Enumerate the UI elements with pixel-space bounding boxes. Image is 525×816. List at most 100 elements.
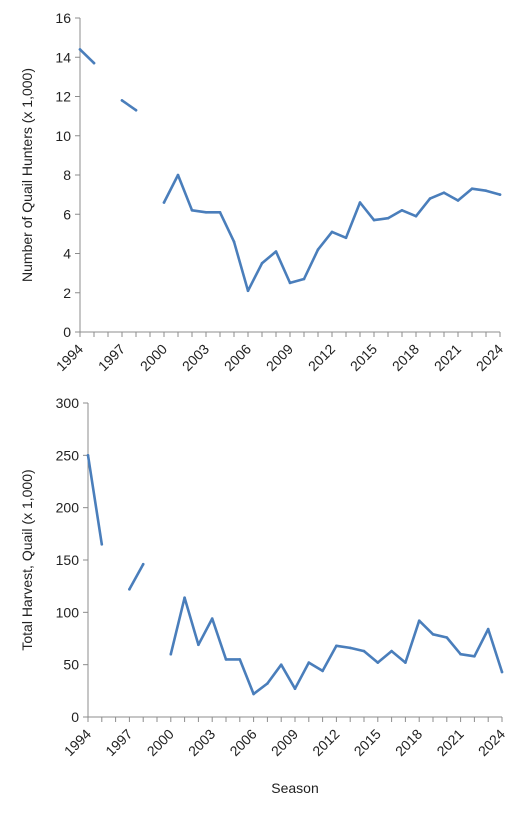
x-tick-label: 2012 [309,726,342,759]
data-point [335,644,338,648]
y-axis-title: Total Harvest, Quail (x 1,000) [19,469,35,650]
data-point [376,661,380,664]
y-tick-label: 14 [55,49,71,65]
data-point [321,669,324,673]
data-point [210,617,214,620]
data-point [190,209,194,212]
data-point [100,543,104,546]
data-point [128,588,131,591]
data-point [484,189,488,192]
data-point [456,199,460,202]
x-tick-label: 2000 [137,341,170,374]
data-point [169,652,173,656]
series-line [86,454,504,696]
y-tick-label: 300 [56,395,80,411]
data-point [197,643,200,647]
data-point [498,193,502,196]
y-tick-label: 100 [56,604,80,620]
x-tick-label: 2009 [263,341,296,374]
data-point [442,191,446,194]
data-point [120,99,124,102]
data-point [176,173,180,177]
data-point [218,211,222,214]
data-point [92,61,96,65]
data-point [252,692,255,696]
y-tick-label: 250 [56,447,80,463]
data-point [238,658,242,661]
data-point [358,201,362,204]
data-point [428,197,432,200]
y-tick-label: 2 [63,285,71,301]
data-point [141,562,145,566]
x-tick-label: 2003 [185,726,218,759]
data-point [390,649,393,653]
data-point [417,619,421,622]
data-point [232,240,236,243]
data-point [78,48,82,51]
y-tick-label: 16 [55,10,71,26]
data-point [183,596,186,599]
y-tick-label: 8 [63,167,71,183]
data-point [266,682,269,685]
data-point [279,663,283,666]
data-point [162,201,166,204]
data-point [246,289,250,293]
x-tick-label: 1994 [53,341,86,374]
data-point [414,214,418,218]
y-axis-title: Number of Quail Hunters (x 1,000) [19,68,35,282]
x-tick-label: 2021 [431,341,464,374]
data-point [348,646,352,650]
data-point [86,454,90,457]
data-point [224,658,228,661]
data-point [486,627,490,631]
data-point [372,218,376,222]
data-point [445,636,449,639]
x-axis-title: Season [271,780,318,796]
data-point [274,250,278,253]
data-point [134,108,138,112]
x-tick-label: 2024 [475,726,508,759]
x-tick-label: 2006 [226,726,259,759]
data-point [431,633,435,636]
harvest-chart: 0 50 100 150 200 250 300 1994 1997 2000 2003 2006 20… [19,395,508,796]
data-point [386,216,390,220]
data-point [302,277,306,281]
y-tick-label: 6 [63,206,71,222]
y-tick-label: 150 [56,552,80,568]
x-tick-label: 1997 [95,341,128,374]
data-point [362,649,366,653]
y-tick-label: 200 [56,500,80,516]
y-tick-label: 4 [63,246,71,262]
x-tick-label: 2018 [392,726,425,759]
y-tick-label: 12 [55,89,71,105]
data-point [470,187,474,190]
x-tick-label: 2003 [179,341,212,374]
x-tick-label: 2000 [144,726,177,759]
x-tick-label: 2018 [389,341,422,374]
x-tick-label: 1997 [102,726,135,759]
series-line [78,48,502,293]
hunters-chart: 0 2 4 6 8 10 12 14 16 1994 1997 2000 2003 2006 2009 201… [19,10,506,374]
x-tick-label: 2006 [221,341,254,374]
y-tick-label: 0 [63,324,71,340]
data-point [316,248,320,251]
data-point [344,236,348,240]
data-point [307,661,311,664]
x-tick-label: 2021 [433,726,466,759]
x-tick-label: 1994 [61,726,94,759]
data-point [260,262,264,265]
y-tick-label: 50 [63,657,79,673]
data-point [404,661,407,664]
data-point [330,230,334,234]
x-tick-label: 2009 [268,726,301,759]
x-tick-label: 2015 [347,341,380,374]
data-point [288,281,292,285]
data-point [400,209,404,212]
data-point [293,687,297,690]
x-tick-label: 2024 [473,341,506,374]
data-point [459,652,462,656]
y-tick-label: 0 [71,709,79,725]
x-tick-label: 2012 [305,341,338,374]
x-tick-label: 2015 [351,726,384,759]
